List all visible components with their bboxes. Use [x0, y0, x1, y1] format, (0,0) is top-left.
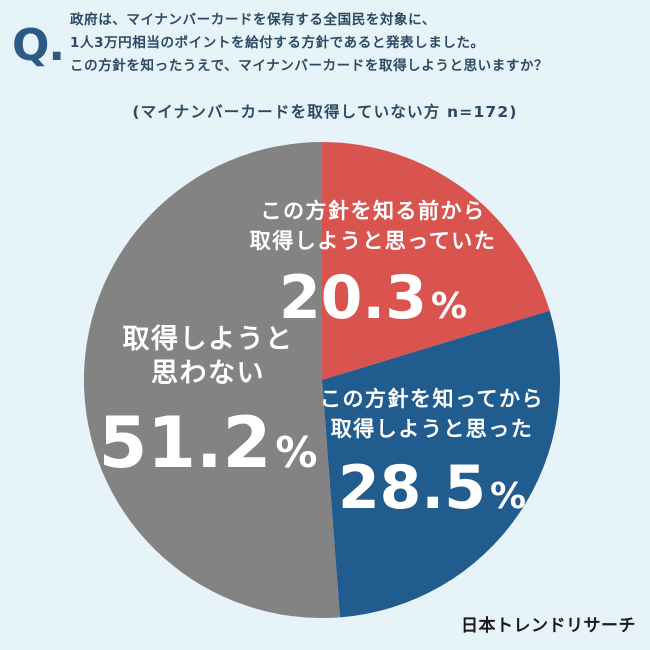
- question-line-3: この方針を知ったうえで、マイナンバーカードを取得しようと思いますか？: [70, 58, 549, 74]
- slice-label-3-line-2: 思わない: [151, 358, 265, 389]
- question-text: 政府は、マイナンバーカードを保有する全国民を対象に、 1人3万円相当のポイントを…: [70, 9, 642, 78]
- slice-label-2-line-1: この方針を知ってから: [320, 387, 544, 411]
- slice-label-2-line-2: 取得しようと思った: [331, 417, 534, 441]
- chart-subtitle: (マイナンバーカードを取得していない方 n=172): [132, 103, 518, 121]
- slice-value-2: 28.5%: [338, 453, 526, 523]
- question-line-2: 1人3万円相当のポイントを給付する方針であると発表しました。: [70, 35, 485, 51]
- pie-slice-3: [83, 141, 340, 618]
- brand-logo: 日本トレンドリサーチ: [461, 616, 636, 636]
- slice-label-3-line-1: 取得しようと: [123, 324, 294, 355]
- slice-label-1-line-2: 取得しようと思っていた: [250, 229, 496, 253]
- slice-value-1: 20.3%: [279, 263, 467, 333]
- slice-label-1-line-1: この方針を知る前から: [261, 199, 486, 223]
- question-line-1: 政府は、マイナンバーカードを保有する全国民を対象に、: [70, 12, 436, 28]
- question-mark: Q.: [12, 20, 65, 71]
- pie-slice-2: [322, 310, 561, 618]
- pie-slice-1: [322, 142, 550, 380]
- slice-value-3: 51.2%: [99, 402, 318, 484]
